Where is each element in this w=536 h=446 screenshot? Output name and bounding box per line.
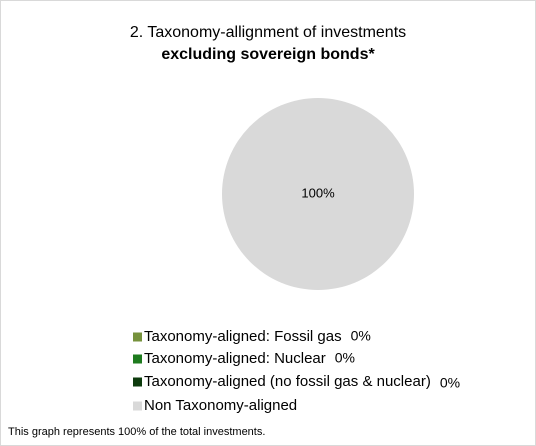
legend-label: Taxonomy-aligned: Fossil gas: [144, 328, 342, 345]
value-label: 100%: [301, 185, 335, 200]
legend-label: Non Taxonomy-aligned: [144, 397, 297, 414]
legend-swatch: [133, 401, 142, 411]
legend-label: Taxonomy-aligned: Nuclear: [144, 350, 326, 367]
chart-title: 2. Taxonomy-allignment of investments: [130, 24, 406, 41]
value-label: 0%: [351, 328, 371, 344]
legend-label: Taxonomy-aligned (no fossil gas & nuclea…: [144, 373, 431, 390]
value-label: 0%: [335, 350, 355, 366]
chart-subtitle: excluding sovereign bonds*: [161, 46, 375, 63]
legend-swatch: [133, 354, 142, 364]
value-label: 0%: [440, 375, 460, 391]
pie-slice: [222, 98, 414, 290]
footnote: This graph represents 100% of the total …: [8, 426, 265, 438]
legend-swatch: [133, 332, 142, 342]
legend-swatch: [133, 377, 142, 387]
